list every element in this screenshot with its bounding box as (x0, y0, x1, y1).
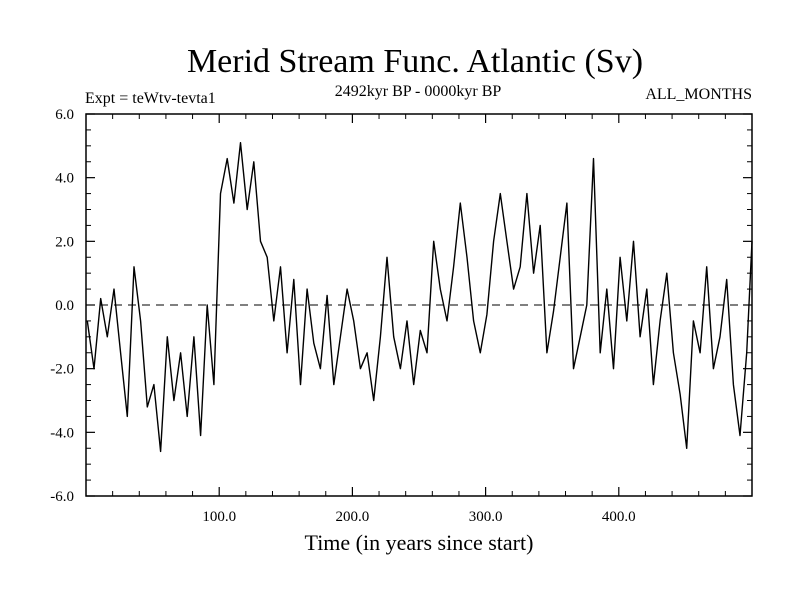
y-tick-label: -4.0 (50, 425, 74, 441)
y-tick-label: -2.0 (50, 362, 74, 378)
y-tick-label: 0.0 (55, 298, 74, 314)
y-tick-label: 4.0 (55, 171, 74, 187)
y-axis-ticks: 6.0 4.0 2.0 0.0 -2.0 -4.0 -6.0 (50, 107, 752, 505)
months-label: ALL_MONTHS (645, 86, 752, 103)
x-axis-ticks: 100.0 200.0 300.0 400.0 (112, 114, 726, 525)
x-tick-label: 200.0 (336, 509, 370, 525)
y-tick-label: 6.0 (55, 107, 74, 123)
x-tick-label: 100.0 (202, 509, 236, 525)
series-line (86, 141, 753, 453)
y-tick-label: -6.0 (50, 489, 74, 505)
x-tick-label: 400.0 (602, 509, 636, 525)
chart-title: Merid Stream Func. Atlantic (Sv) (187, 43, 643, 80)
time-range-label: 2492kyr BP - 0000kyr BP (335, 83, 502, 100)
x-axis-label: Time (in years since start) (305, 530, 534, 555)
x-tick-label: 300.0 (469, 509, 503, 525)
y-tick-label: 2.0 (55, 234, 74, 250)
experiment-label: Expt = teWtv-tevta1 (85, 90, 216, 107)
